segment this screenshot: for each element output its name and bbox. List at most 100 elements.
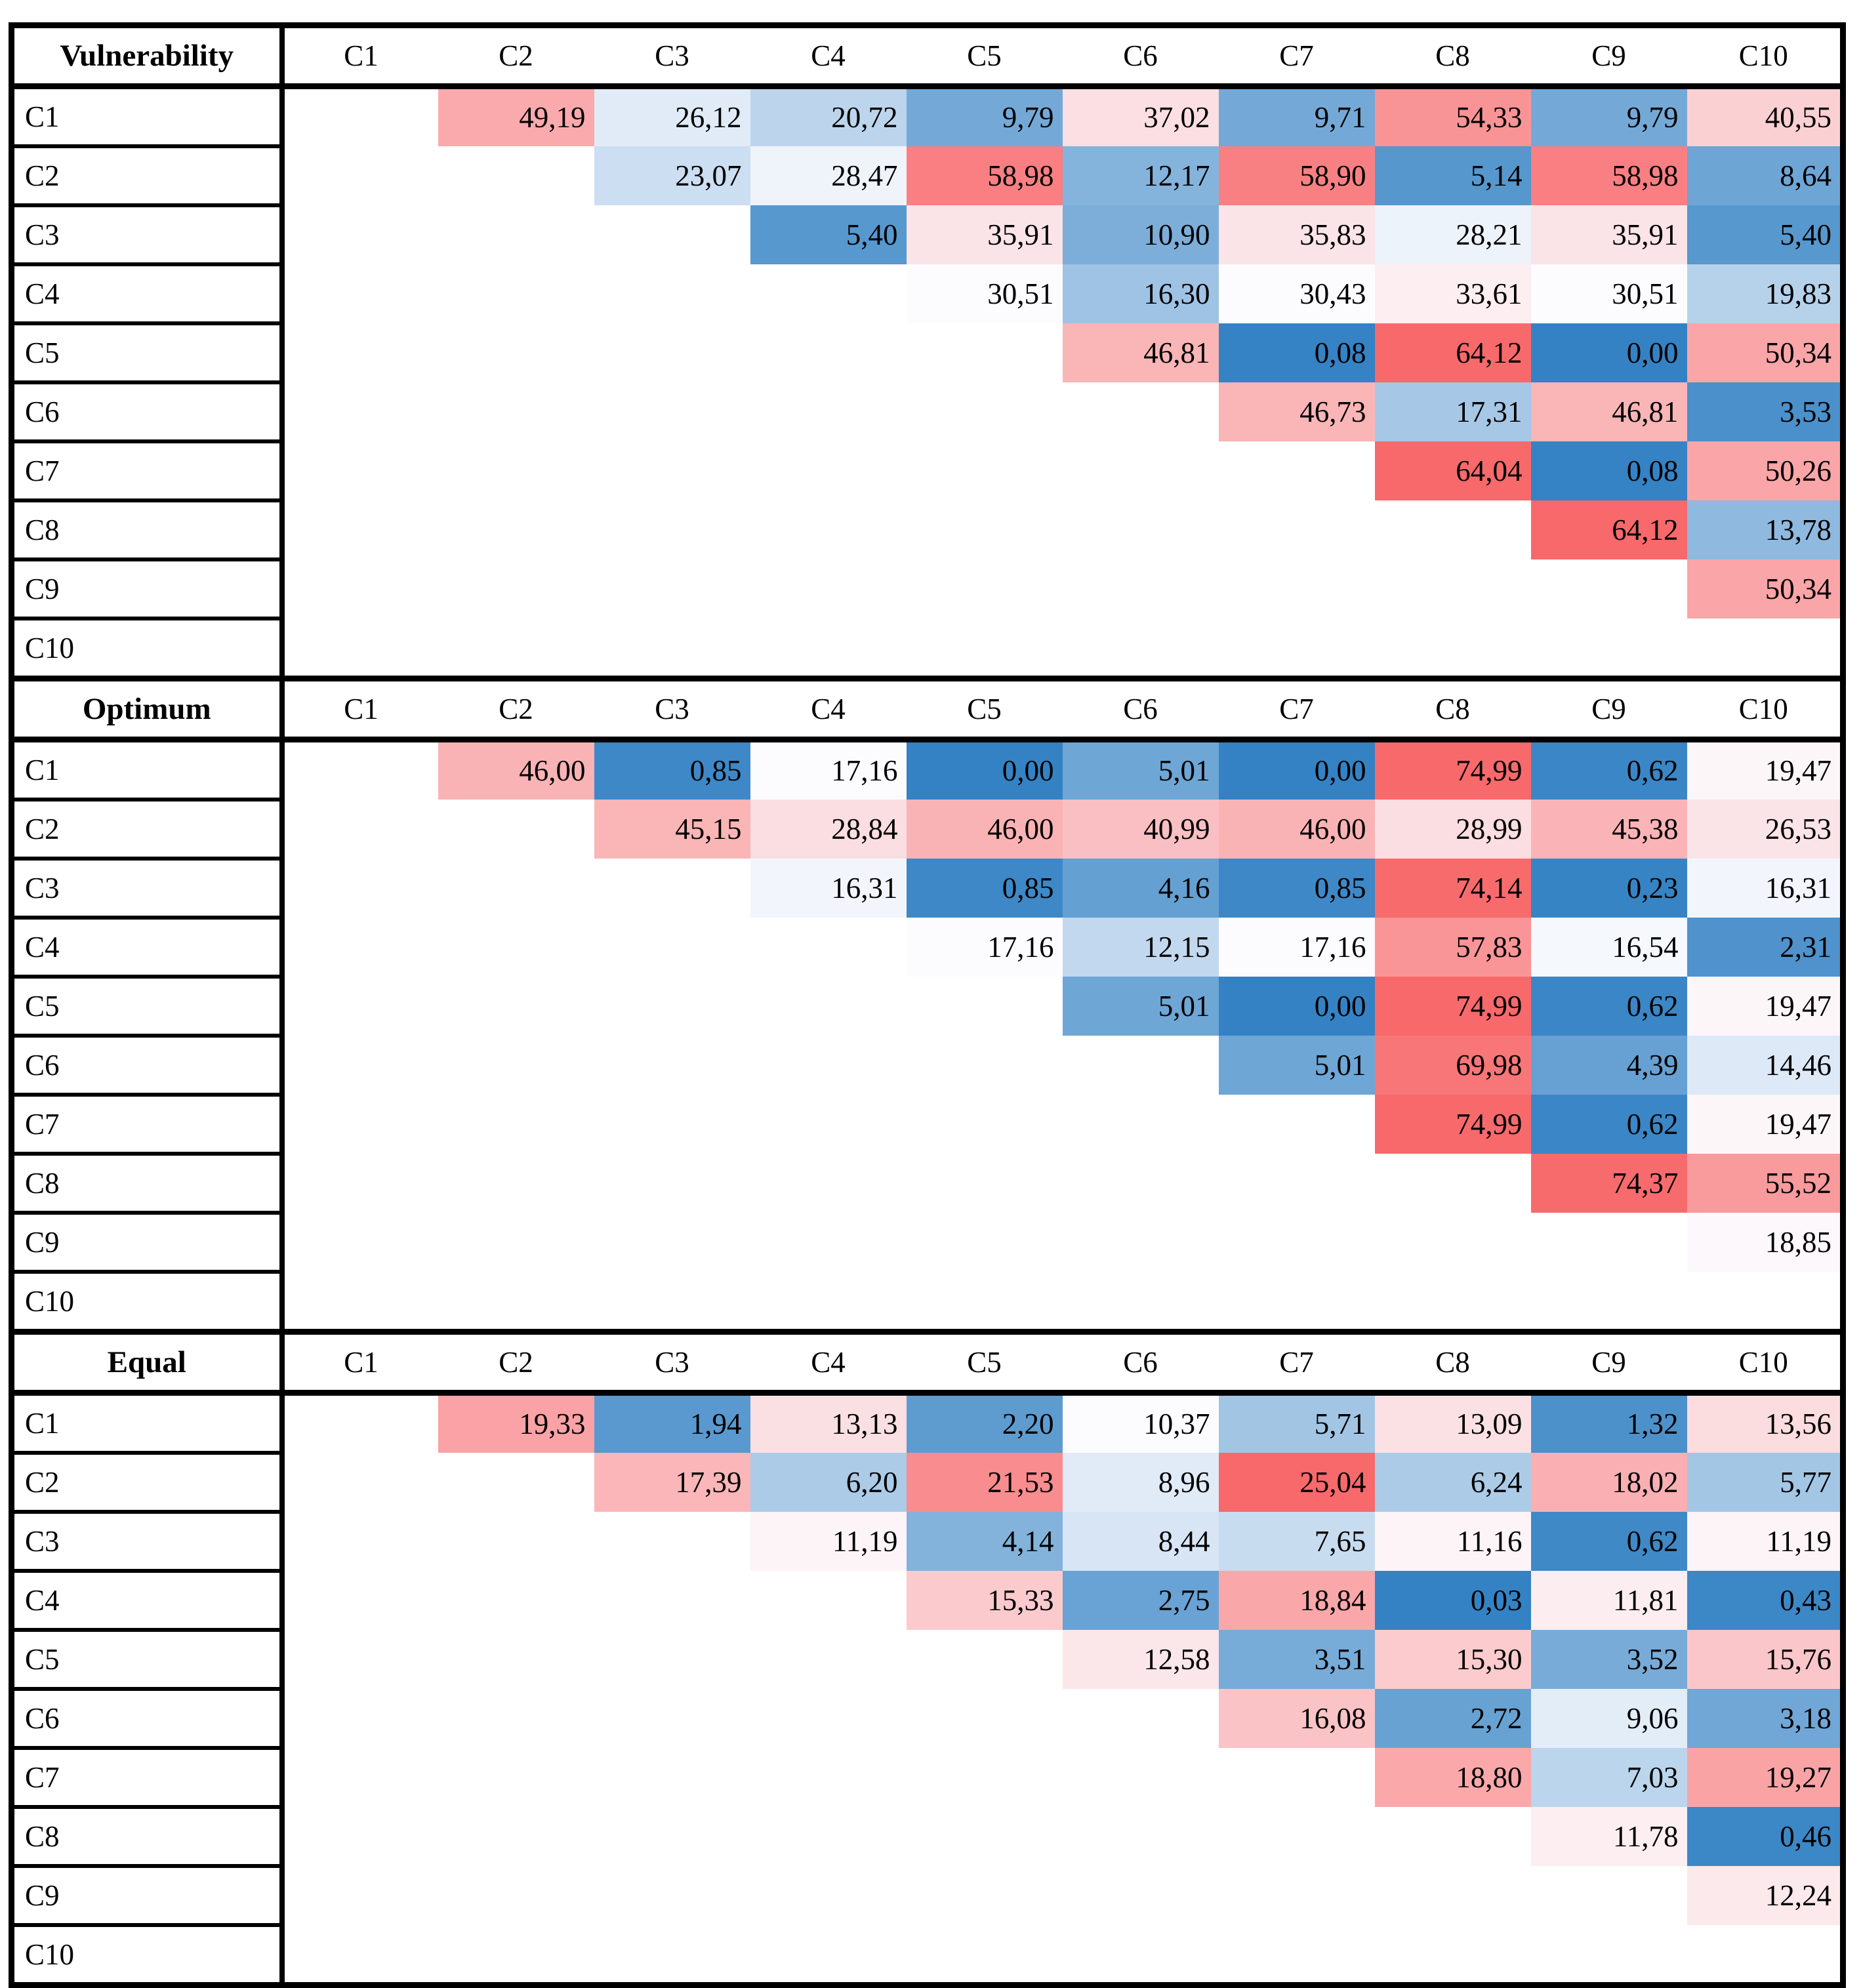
value-cell-vulnerability-c7-c8: 64,04	[1374, 441, 1531, 500]
value-cell-empty	[1218, 1213, 1375, 1272]
value-cell-equal-c2-c6: 8,96	[1062, 1453, 1219, 1512]
col-header-vulnerability-c6: C6	[1062, 22, 1219, 89]
value-cell-empty	[1530, 559, 1687, 619]
value-cell-empty	[1062, 619, 1219, 679]
value-cell-empty	[281, 382, 438, 441]
value-cell-optimum-c4-c8: 57,83	[1374, 918, 1531, 977]
value-cell-empty	[594, 1571, 750, 1630]
value-cell-empty	[438, 559, 594, 619]
col-header-optimum-c9: C9	[1530, 676, 1687, 742]
value-cell-empty	[1687, 1925, 1843, 1985]
value-cell-equal-c4-c5: 15,33	[906, 1571, 1063, 1630]
value-cell-vulnerability-c2-c3: 23,07	[594, 146, 750, 205]
value-cell-empty	[438, 1630, 594, 1689]
value-cell-equal-c6-c7: 16,08	[1218, 1689, 1375, 1748]
value-cell-empty	[438, 323, 594, 382]
col-header-optimum-c2: C2	[438, 676, 594, 742]
value-cell-empty	[281, 1925, 438, 1985]
value-cell-equal-c3-c8: 11,16	[1374, 1512, 1531, 1571]
value-cell-empty	[1530, 619, 1687, 679]
data-row-optimum-c10: C10	[9, 1270, 1843, 1334]
value-cell-empty	[1062, 1036, 1219, 1095]
value-cell-equal-c5-c7: 3,51	[1218, 1630, 1375, 1689]
value-cell-empty	[750, 382, 907, 441]
value-cell-empty	[906, 1213, 1063, 1272]
value-cell-equal-c2-c5: 21,53	[906, 1453, 1063, 1512]
row-label-equal-c7: C7	[9, 1746, 285, 1809]
page: Vulnerability C1 C2 C3 C4 C5 C6 C7 C8 C9 C10 C1 49,1…	[9, 22, 1846, 1988]
value-cell-vulnerability-c1-c8: 54,33	[1374, 86, 1531, 146]
row-label-optimum-c3: C3	[9, 857, 285, 920]
row-label-optimum-c1: C1	[9, 737, 285, 801]
value-cell-empty	[750, 918, 907, 977]
value-cell-empty	[281, 1807, 438, 1866]
value-cell-equal-c2-c3: 17,39	[594, 1453, 750, 1512]
row-label-vulnerability-c6: C6	[9, 380, 285, 443]
data-row-equal-c2: C2 17,39 6,20 21,53 8,96 25,04 6,24 18,02 5,77	[9, 1451, 1843, 1514]
value-cell-vulnerability-c7-c10: 50,26	[1687, 441, 1843, 500]
row-label-optimum-c4: C4	[9, 916, 285, 979]
value-cell-empty	[438, 1866, 594, 1925]
value-cell-equal-c3-c9: 0,62	[1530, 1512, 1687, 1571]
value-cell-empty	[438, 1512, 594, 1571]
data-row-equal-c10: C10	[9, 1923, 1843, 1987]
value-cell-vulnerability-c6-c8: 17,31	[1374, 382, 1531, 441]
value-cell-empty	[281, 1213, 438, 1272]
value-cell-optimum-c5-c8: 74,99	[1374, 977, 1531, 1036]
value-cell-empty	[906, 1866, 1063, 1925]
value-cell-optimum-c9-c10: 18,85	[1687, 1213, 1843, 1272]
data-row-vulnerability-c9: C9 50,34	[9, 558, 1843, 620]
value-cell-empty	[1218, 1154, 1375, 1213]
col-header-equal-c9: C9	[1530, 1329, 1687, 1396]
value-cell-equal-c8-c10: 0,46	[1687, 1807, 1843, 1866]
value-cell-equal-c1-c3: 1,94	[594, 1392, 750, 1453]
value-cell-empty	[281, 86, 438, 146]
row-label-equal-c4: C4	[9, 1569, 285, 1632]
value-cell-empty	[1530, 1925, 1687, 1985]
value-cell-empty	[1218, 619, 1375, 679]
value-cell-vulnerability-c2-c6: 12,17	[1062, 146, 1219, 205]
value-cell-empty	[1062, 1689, 1219, 1748]
value-cell-empty	[1062, 1272, 1219, 1332]
row-label-optimum-c5: C5	[9, 975, 285, 1038]
col-header-vulnerability-c8: C8	[1374, 22, 1531, 89]
value-cell-vulnerability-c5-c9: 0,00	[1530, 323, 1687, 382]
row-label-vulnerability-c8: C8	[9, 498, 285, 561]
value-cell-empty	[906, 1630, 1063, 1689]
col-header-equal-c1: C1	[281, 1329, 438, 1396]
row-label-vulnerability-c5: C5	[9, 321, 285, 384]
value-cell-vulnerability-c4-c9: 30,51	[1530, 264, 1687, 323]
row-label-vulnerability-c7: C7	[9, 439, 285, 502]
value-cell-empty	[281, 1036, 438, 1095]
value-cell-empty	[1062, 382, 1219, 441]
value-cell-empty	[750, 977, 907, 1036]
value-cell-empty	[281, 739, 438, 800]
value-cell-vulnerability-c2-c8: 5,14	[1374, 146, 1531, 205]
row-label-equal-c2: C2	[9, 1451, 285, 1514]
value-cell-empty	[438, 918, 594, 977]
col-header-vulnerability-c4: C4	[750, 22, 907, 89]
value-cell-empty	[906, 1036, 1063, 1095]
value-cell-equal-c1-c2: 19,33	[438, 1392, 594, 1453]
value-cell-empty	[281, 1748, 438, 1807]
value-cell-empty	[750, 1866, 907, 1925]
value-cell-optimum-c1-c7: 0,00	[1218, 739, 1375, 800]
value-cell-empty	[1062, 1807, 1219, 1866]
value-cell-empty	[750, 264, 907, 323]
value-cell-vulnerability-c3-c5: 35,91	[906, 205, 1063, 264]
value-cell-vulnerability-c1-c2: 49,19	[438, 86, 594, 146]
value-cell-empty	[750, 441, 907, 500]
value-cell-vulnerability-c6-c10: 3,53	[1687, 382, 1843, 441]
value-cell-vulnerability-c1-c5: 9,79	[906, 86, 1063, 146]
value-cell-optimum-c3-c5: 0,85	[906, 859, 1063, 918]
data-row-optimum-c1: C1 46,00 0,85 17,16 0,00 5,01 0,00 74,99 0,62 19,…	[9, 737, 1843, 801]
value-cell-empty	[594, 500, 750, 559]
data-row-vulnerability-c6: C6 46,73 17,31 46,81 3,53	[9, 380, 1843, 443]
value-cell-empty	[906, 500, 1063, 559]
value-cell-empty	[281, 800, 438, 859]
value-cell-equal-c6-c8: 2,72	[1374, 1689, 1531, 1748]
data-row-vulnerability-c5: C5 46,81 0,08 64,12 0,00 50,34	[9, 321, 1843, 384]
value-cell-empty	[1218, 1866, 1375, 1925]
value-cell-empty	[1218, 1748, 1375, 1807]
col-header-optimum-c10: C10	[1687, 676, 1843, 742]
